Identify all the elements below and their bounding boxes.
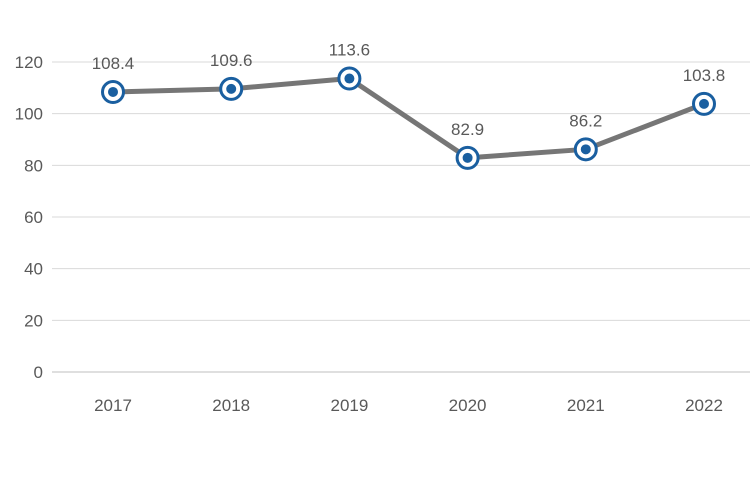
data-label: 113.6 (329, 41, 370, 60)
data-label: 82.9 (451, 120, 484, 139)
y-tick-label: 60 (24, 208, 43, 227)
x-tick-label: 2020 (449, 396, 487, 415)
y-tick-label: 40 (24, 260, 43, 279)
x-tick-label: 2019 (330, 396, 368, 415)
data-label: 86.2 (569, 111, 602, 130)
series-markers (101, 66, 716, 170)
data-label: 108.4 (92, 54, 135, 73)
data-point-marker (101, 79, 125, 104)
data-point-marker (455, 145, 480, 170)
y-tick-label: 20 (24, 311, 43, 330)
x-tick-label: 2018 (212, 396, 250, 415)
x-axis-tick-labels: 2017 2018 2019 2020 2021 2022 (94, 396, 723, 415)
data-point-marker (692, 91, 716, 116)
x-tick-label: 2017 (94, 396, 132, 415)
data-point-marker (219, 76, 244, 101)
data-label: 109.6 (210, 51, 253, 70)
series-line (110, 76, 707, 161)
x-tick-label: 2022 (685, 396, 723, 415)
y-tick-label: 0 (34, 363, 43, 382)
y-axis-tick-labels: 0 20 40 60 80 100 120 (15, 53, 43, 382)
data-point-marker (337, 66, 362, 91)
y-tick-label: 100 (15, 105, 43, 124)
data-label: 103.8 (683, 66, 726, 85)
data-labels: 108.4 109.6 113.6 82.9 86.2 103.8 (92, 41, 726, 139)
y-tick-label: 120 (15, 53, 43, 72)
x-tick-label: 2021 (567, 396, 605, 415)
y-tick-label: 80 (24, 156, 43, 175)
data-point-marker (573, 137, 598, 162)
gridlines (52, 61, 750, 373)
